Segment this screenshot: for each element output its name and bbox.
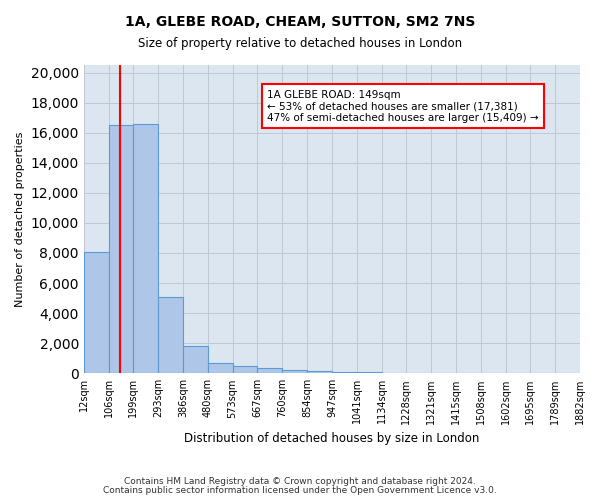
Bar [109, 125, 133, 374]
Bar [183, 346, 208, 374]
Bar [307, 371, 332, 374]
Bar [257, 368, 282, 374]
Bar [208, 363, 233, 374]
Text: 1A, GLEBE ROAD, CHEAM, SUTTON, SM2 7NS: 1A, GLEBE ROAD, CHEAM, SUTTON, SM2 7NS [125, 15, 475, 29]
Text: Size of property relative to detached houses in London: Size of property relative to detached ho… [138, 38, 462, 51]
Text: Contains public sector information licensed under the Open Government Licence v3: Contains public sector information licen… [103, 486, 497, 495]
Bar [233, 366, 257, 374]
Bar [84, 252, 109, 374]
X-axis label: Distribution of detached houses by size in London: Distribution of detached houses by size … [184, 432, 479, 445]
Bar [133, 124, 158, 374]
Bar [158, 296, 183, 374]
Bar [332, 372, 357, 374]
Text: Contains HM Land Registry data © Crown copyright and database right 2024.: Contains HM Land Registry data © Crown c… [124, 477, 476, 486]
Bar [357, 372, 382, 374]
Y-axis label: Number of detached properties: Number of detached properties [15, 132, 25, 307]
Text: 1A GLEBE ROAD: 149sqm
← 53% of detached houses are smaller (17,381)
47% of semi-: 1A GLEBE ROAD: 149sqm ← 53% of detached … [268, 90, 539, 123]
Bar [382, 372, 406, 374]
Bar [282, 370, 307, 374]
